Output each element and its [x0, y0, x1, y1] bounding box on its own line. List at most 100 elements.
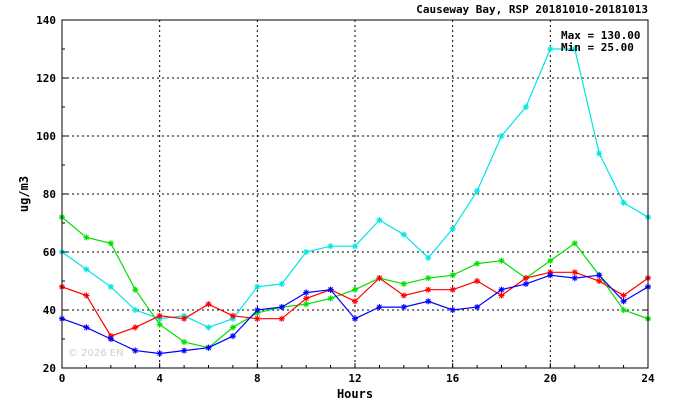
data-point: [327, 286, 334, 293]
x-tick-label: 12: [348, 372, 361, 385]
data-point: [596, 150, 603, 157]
y-tick-label: 140: [36, 14, 56, 27]
data-point: [254, 283, 261, 290]
data-point: [254, 307, 261, 313]
data-point: [474, 304, 481, 311]
data-point: [107, 283, 114, 290]
data-point: [376, 217, 383, 224]
data-point: [400, 292, 407, 299]
x-tick-label: 0: [59, 372, 66, 385]
data-point: [425, 275, 432, 282]
y-axis-label: ug/m3: [17, 176, 31, 212]
axis-ticks: 0 4 8 12 16 20 24 20 40 60 80 100 120 140: [36, 14, 655, 385]
y-tick-label: 60: [43, 246, 56, 259]
max-label: Max = 130.00: [561, 29, 640, 42]
data-point: [303, 289, 310, 296]
data-point: [229, 333, 236, 340]
data-point: [278, 280, 285, 287]
data-point: [474, 278, 481, 284]
data-point: [83, 292, 90, 299]
data-point: [156, 350, 163, 357]
data-point: [132, 286, 139, 293]
y-tick-label: 100: [36, 130, 56, 143]
series-layer: [59, 46, 651, 357]
min-label: Min = 25.00: [561, 41, 634, 54]
y-tick-label: 40: [43, 304, 56, 317]
data-point: [303, 301, 310, 308]
data-point: [254, 315, 261, 322]
data-point: [620, 199, 627, 206]
data-point: [229, 312, 236, 319]
data-point: [327, 295, 334, 302]
data-point: [205, 344, 212, 351]
data-point: [547, 272, 554, 279]
data-point: [547, 257, 554, 264]
data-point: [352, 298, 358, 305]
data-point: [498, 133, 505, 139]
data-point: [449, 307, 456, 313]
x-tick-label: 20: [544, 372, 557, 385]
data-point: [181, 347, 188, 354]
data-point: [278, 304, 285, 311]
x-tick-label: 24: [641, 372, 655, 385]
data-point: [474, 188, 481, 195]
x-tick-label: 4: [156, 372, 163, 385]
x-tick-label: 16: [446, 372, 460, 385]
data-point: [327, 243, 334, 250]
data-point: [107, 240, 114, 247]
data-point: [400, 304, 407, 311]
data-point: [83, 324, 90, 331]
data-point: [547, 46, 554, 52]
data-point: [596, 278, 603, 284]
data-point: [620, 292, 627, 299]
data-point: [132, 347, 139, 354]
data-point: [156, 312, 163, 319]
data-point: [498, 286, 505, 293]
data-point: [83, 266, 90, 273]
data-point: [498, 292, 505, 299]
data-point: [352, 243, 358, 250]
data-point: [571, 275, 578, 282]
data-point: [596, 272, 603, 279]
data-point: [620, 298, 627, 305]
y-tick-label: 80: [43, 188, 56, 201]
data-point: [474, 260, 481, 267]
y-tick-label: 20: [43, 362, 56, 375]
data-point: [498, 257, 505, 264]
data-point: [181, 338, 188, 345]
data-point: [400, 280, 407, 287]
data-point: [156, 321, 163, 328]
data-point: [205, 324, 212, 331]
x-tick-label: 8: [254, 372, 261, 385]
x-axis-label: Hours: [337, 387, 373, 401]
data-point: [376, 275, 383, 282]
y-tick-label: 120: [36, 72, 56, 85]
data-point: [83, 234, 90, 241]
data-point: [132, 324, 139, 331]
data-point: [449, 225, 456, 232]
data-point: [571, 240, 578, 247]
data-point: [522, 280, 529, 287]
data-point: [425, 286, 432, 293]
data-point: [571, 269, 578, 276]
data-point: [620, 307, 627, 313]
data-point: [303, 249, 310, 255]
watermark: © 2026 EN: [68, 348, 124, 359]
data-point: [522, 275, 529, 282]
data-point: [571, 46, 578, 52]
data-point: [132, 307, 139, 313]
chart-title: Causeway Bay, RSP 20181010-20181013: [416, 3, 648, 16]
data-point: [229, 324, 236, 331]
data-point: [522, 104, 529, 110]
data-point: [278, 315, 285, 322]
data-point: [303, 295, 310, 302]
data-point: [352, 315, 358, 322]
data-point: [449, 286, 456, 293]
data-point: [181, 315, 188, 322]
data-point: [425, 254, 432, 261]
data-point: [449, 272, 456, 279]
data-point: [352, 286, 358, 293]
data-point: [425, 298, 432, 305]
data-point: [376, 304, 383, 311]
